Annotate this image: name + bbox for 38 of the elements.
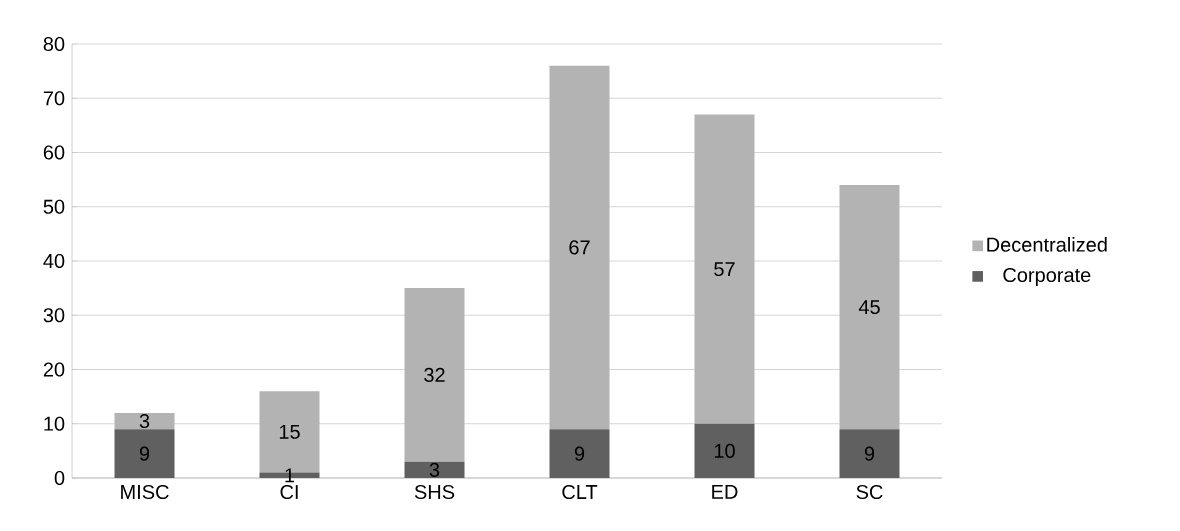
bar (114, 429, 175, 478)
data-label: 9 (139, 446, 150, 461)
y-tick-label: 80 (43, 36, 65, 52)
data-label: 67 (569, 240, 590, 255)
y-tick-label: 10 (44, 416, 65, 431)
data-label: 45 (858, 300, 880, 315)
data-label: 9 (574, 446, 585, 461)
legend-label: Decentralized (987, 237, 1107, 252)
x-tick-label: SHS (414, 484, 455, 500)
bar (114, 412, 175, 430)
bar (404, 461, 465, 478)
data-label: 3 (139, 413, 150, 429)
bar (839, 185, 900, 430)
bar (549, 65, 610, 430)
bar (404, 288, 465, 462)
data-label: 10 (714, 443, 735, 458)
x-tick-label: SC (856, 484, 883, 500)
bar (694, 423, 755, 478)
x-tick-label: MISC (121, 484, 169, 500)
data-label: 32 (424, 367, 445, 382)
y-tick-label: 50 (43, 199, 65, 214)
legend-label: Corporate (1003, 267, 1091, 287)
y-tick-label: 0 (54, 470, 65, 486)
x-tick-label: CI (280, 484, 298, 500)
bar (549, 429, 610, 478)
x-tick-label: ED (712, 484, 738, 499)
data-label: 9 (864, 446, 875, 461)
data-label: 3 (429, 462, 440, 477)
y-tick-label: 20 (43, 362, 65, 377)
y-tick-label: 70 (43, 91, 65, 106)
data-label: 15 (279, 424, 300, 439)
data-label: 57 (714, 262, 735, 277)
y-tick-label: 30 (43, 308, 65, 323)
y-tick-label: 40 (43, 253, 65, 269)
y-tick-label: 60 (43, 145, 65, 160)
bar (694, 114, 755, 424)
bar (839, 429, 900, 478)
x-tick-label: CLT (562, 484, 598, 500)
